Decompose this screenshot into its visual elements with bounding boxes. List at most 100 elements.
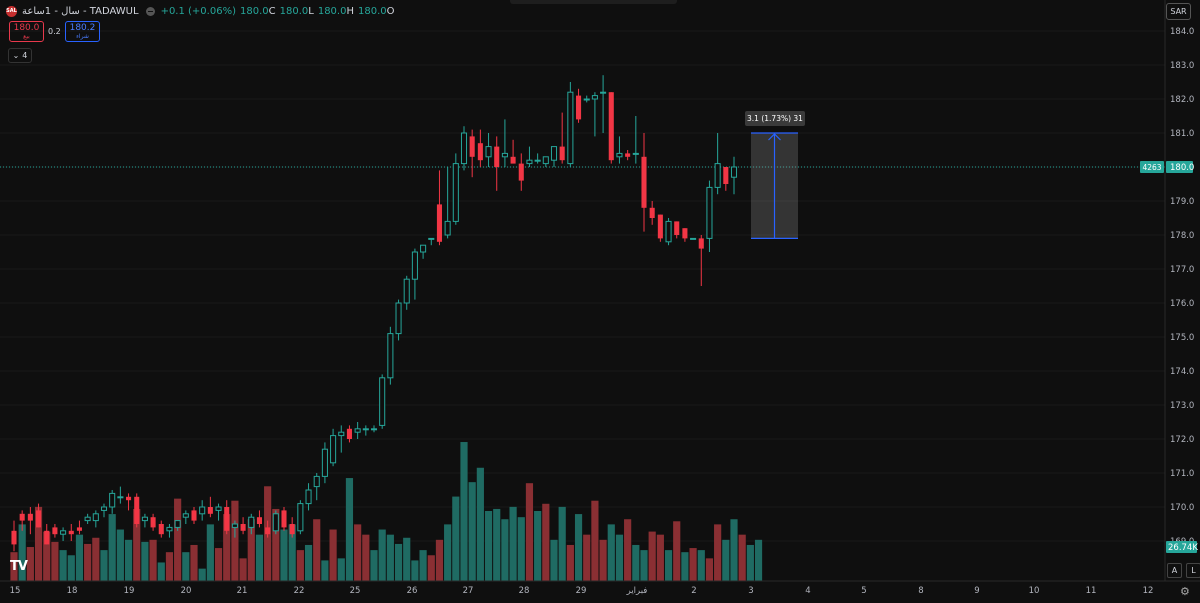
volume-bar	[84, 543, 92, 581]
candle-body	[698, 238, 704, 249]
volume-bar	[18, 524, 26, 581]
volume-bar	[362, 534, 370, 581]
candle-body	[420, 244, 427, 253]
candle-body	[526, 159, 533, 165]
candle-body	[207, 507, 213, 514]
symbol-title[interactable]: سال - 1ساعة - TADAWUL	[22, 5, 139, 17]
volume-bar	[214, 548, 223, 581]
indicators-toggle-button[interactable]: ⌄ 4	[8, 48, 32, 63]
volume-bar	[517, 517, 525, 581]
volume-bar	[255, 534, 264, 581]
candle-body	[141, 516, 148, 522]
volume-bar	[534, 510, 542, 581]
candle-body	[469, 136, 475, 157]
candle-body	[567, 91, 574, 165]
close-label: C	[268, 5, 276, 17]
candle-body	[444, 220, 451, 236]
candle-body	[510, 156, 516, 164]
candle-body	[494, 146, 500, 167]
price-tick-label: 177.0	[1170, 265, 1194, 275]
volume-bar	[730, 519, 738, 581]
sell-button[interactable]: 180.0 بيع	[9, 21, 44, 42]
time-tick-label: 2	[691, 586, 696, 596]
tradingview-logo-icon[interactable]: TV	[10, 559, 28, 574]
volume-bars	[10, 442, 763, 581]
volume-bar	[345, 478, 354, 581]
price-tick-label: 175.0	[1170, 333, 1194, 343]
symbol-logo-icon[interactable]: SAL	[6, 5, 17, 17]
volume-bar	[239, 558, 247, 581]
buy-button[interactable]: 180.2 شراء	[65, 21, 100, 42]
spread-value: 0.2	[48, 27, 61, 36]
auto-scale-button[interactable]: A	[1167, 563, 1182, 578]
volume-bar	[705, 558, 714, 581]
measure-label-bg	[745, 111, 805, 126]
candle-body	[174, 520, 181, 528]
volume-bar	[190, 544, 198, 581]
volume-bar	[419, 550, 427, 581]
volume-bar	[59, 550, 67, 581]
candles	[11, 75, 738, 552]
candle-body	[60, 530, 67, 535]
volume-bar	[124, 539, 133, 581]
volume-bar	[656, 534, 664, 581]
currency-button[interactable]: SAR	[1166, 3, 1191, 20]
candle-body	[714, 163, 721, 188]
candle-body	[346, 428, 352, 439]
time-tick-label: 3	[748, 586, 753, 596]
volume-bar	[509, 506, 517, 581]
candle-body	[477, 143, 483, 161]
top-toolbar-handle[interactable]	[510, 0, 677, 4]
volume-bar	[624, 519, 632, 581]
volume-bar	[427, 555, 435, 581]
time-tick-label: فبراير	[626, 586, 648, 596]
candle-body	[730, 166, 738, 178]
high-label: H	[346, 5, 354, 17]
candle-body	[215, 506, 222, 511]
volume-value-label: 26.74K	[1168, 543, 1198, 553]
volume-bar	[403, 537, 411, 581]
volume-bar	[681, 552, 689, 581]
candle-body	[19, 513, 25, 521]
volume-bar	[525, 483, 534, 581]
candle-body	[436, 204, 442, 242]
volume-bar	[92, 537, 100, 581]
candle-body	[706, 186, 713, 239]
candle-body	[550, 146, 558, 161]
volume-bar	[100, 550, 108, 581]
candle-body	[616, 152, 623, 158]
volume-bar	[411, 560, 419, 581]
candle-body	[150, 517, 156, 528]
volume-bar	[493, 508, 501, 581]
candle-body	[674, 221, 680, 235]
candle-body	[109, 492, 116, 508]
countdown-badge	[1140, 161, 1164, 173]
market-status-icon[interactable]	[145, 6, 155, 16]
volume-bar	[296, 550, 304, 581]
time-tick-label: 27	[463, 586, 474, 596]
volume-bar	[321, 560, 329, 581]
volume-bar	[26, 547, 34, 581]
candle-body	[518, 163, 524, 181]
volume-bar	[697, 550, 705, 581]
time-axis: 15 18 19 20 21 22 25 26 27 28 29 فبراير 2 3 4 5 8 9 10 11 12	[0, 580, 1200, 596]
last-price-label: 180.0	[1170, 163, 1194, 173]
time-tick-label: 18	[67, 586, 78, 596]
candle-body	[682, 228, 688, 239]
candle-body	[395, 302, 402, 335]
price-tick-label: 178.0	[1170, 231, 1194, 241]
low-label: L	[308, 5, 314, 17]
candle-body	[403, 278, 410, 304]
time-tick-label: 11	[1086, 586, 1097, 596]
volume-bar	[746, 544, 754, 581]
time-tick-label: 15	[10, 586, 21, 596]
price-tick-label: 174.0	[1170, 367, 1194, 377]
log-scale-button[interactable]: L	[1186, 563, 1200, 578]
time-tick-label: 28	[519, 586, 530, 596]
candle-body	[76, 527, 82, 531]
candle-body	[182, 513, 189, 518]
price-tick-label: 176.0	[1170, 299, 1194, 309]
gear-icon[interactable]: ⚙	[1180, 585, 1190, 598]
volume-bar	[444, 524, 452, 581]
